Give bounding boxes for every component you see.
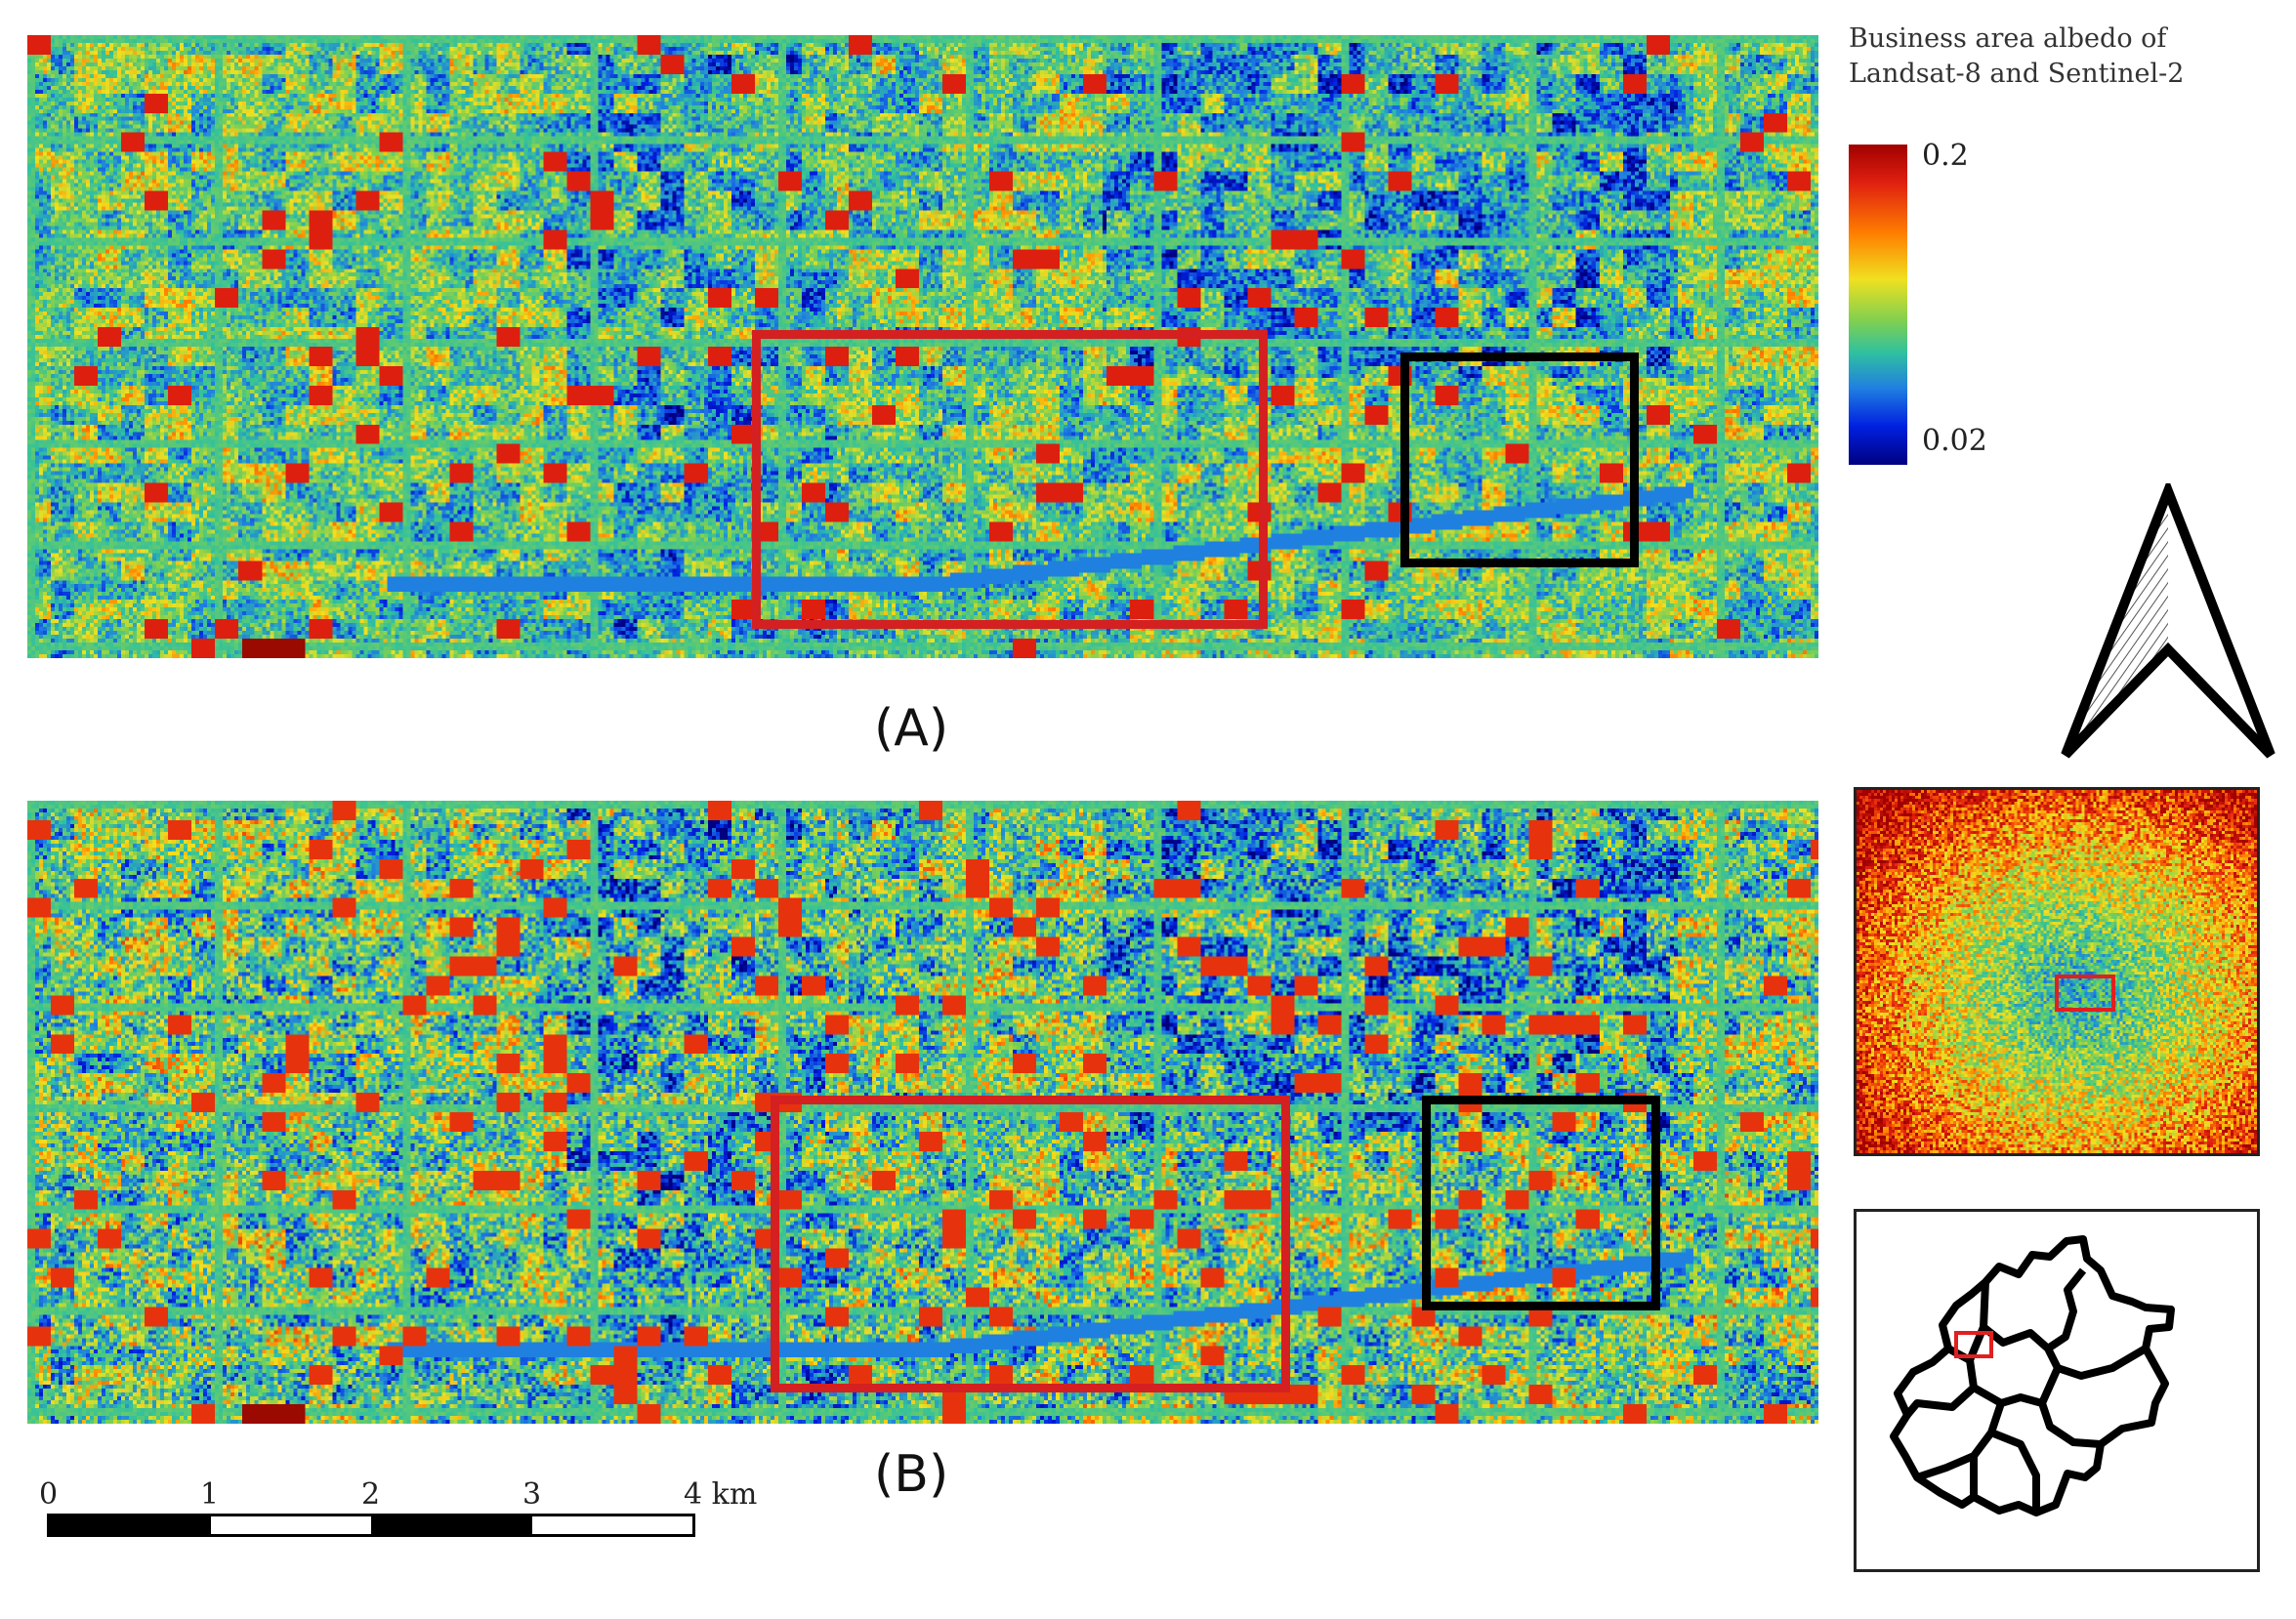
scale-label-4: 4 km <box>684 1477 757 1512</box>
albedo-raster-a <box>27 35 1818 658</box>
legend-title-line2: Landsat-8 and Sentinel-2 <box>1849 59 2185 89</box>
legend-title-line1: Business area albedo of <box>1849 23 2167 54</box>
albedo-raster-b <box>27 801 1818 1424</box>
study-area-red-box-a <box>752 330 1268 629</box>
north-arrow-icon <box>2061 483 2275 759</box>
city-overview-inset <box>1854 787 2260 1156</box>
city-albedo-raster <box>1857 790 2257 1153</box>
albedo-map-sentinel2 <box>27 801 1818 1424</box>
scale-label-0: 0 <box>39 1477 59 1512</box>
scale-unit: km <box>711 1477 758 1512</box>
beijing-district-locator-map <box>1854 1209 2260 1572</box>
scale-bar <box>47 1514 695 1537</box>
scale-label-3: 3 <box>522 1477 542 1512</box>
study-area-red-box-b <box>771 1096 1290 1392</box>
panel-label-a: (A) <box>874 699 949 758</box>
albedo-map-landsat8 <box>27 35 1818 658</box>
panel-label-b: (B) <box>874 1445 949 1504</box>
legend-title: Business area albedo of Landsat-8 and Se… <box>1849 21 2184 92</box>
inset-study-area-box <box>2055 975 2115 1012</box>
colorbar-max-label: 0.2 <box>1922 139 1969 173</box>
colorbar-min-label: 0.02 <box>1922 424 1987 458</box>
district-inner-line <box>1903 1267 2149 1513</box>
albedo-colorbar <box>1849 145 1907 465</box>
study-area-black-box-b <box>1422 1096 1660 1310</box>
locator-study-area-box <box>1954 1331 1993 1358</box>
scale-label-2: 2 <box>361 1477 381 1512</box>
scale-label-1: 1 <box>200 1477 220 1512</box>
study-area-black-box-a <box>1400 353 1639 567</box>
scale-label-4-value: 4 <box>684 1477 703 1512</box>
district-outline <box>1890 1235 2175 1516</box>
